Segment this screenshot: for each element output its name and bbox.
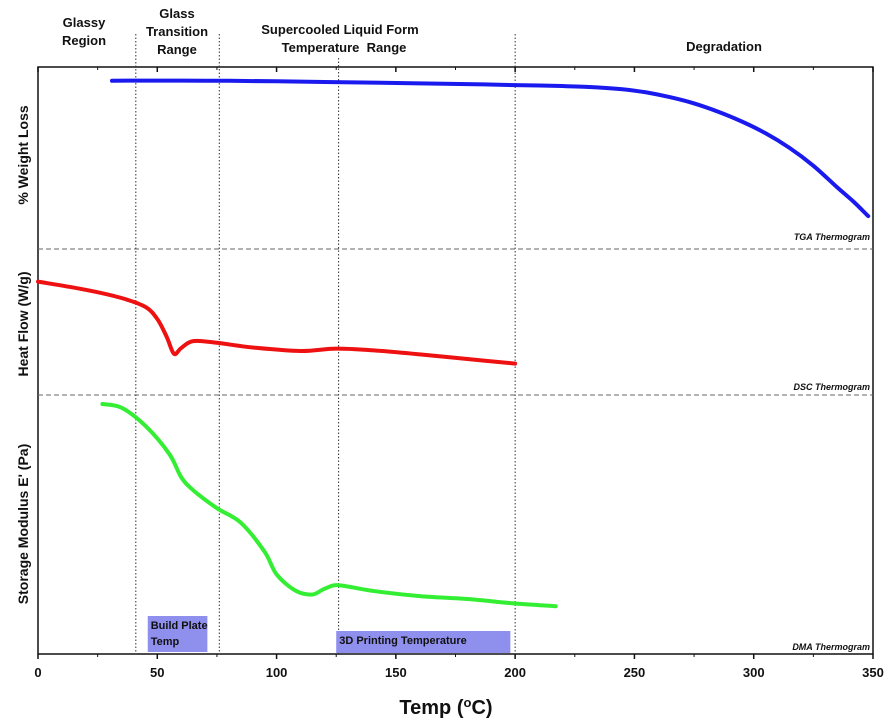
x-tick-label: 50 bbox=[150, 665, 164, 680]
annotation-box-label: Build Plate bbox=[151, 620, 208, 632]
x-tick-label: 150 bbox=[385, 665, 407, 680]
caption-tga: TGA Thermogram bbox=[794, 232, 870, 242]
region-header-line: Transition bbox=[146, 24, 208, 39]
region-header-supercooled: Supercooled Liquid Form Temperature Rang… bbox=[261, 22, 418, 55]
caption-dsc: DSC Thermogram bbox=[793, 382, 870, 392]
region-header-line: Temperature Range bbox=[282, 40, 407, 55]
y-label-dsc: Heat Flow (W/g) bbox=[15, 272, 31, 377]
region-header-line: Range bbox=[157, 42, 197, 57]
plot-frame bbox=[37, 66, 874, 655]
printing-temp-box: 3D Printing Temperature bbox=[336, 631, 511, 653]
x-tick-label: 0 bbox=[34, 665, 41, 680]
dma-curve bbox=[100, 402, 558, 609]
x-axis-ticks: 0 50 100 150 200 250 300 350 bbox=[34, 67, 884, 680]
region-dividers bbox=[135, 34, 516, 654]
x-tick-label: 350 bbox=[862, 665, 884, 680]
data-series bbox=[36, 78, 871, 609]
x-tick-label: 300 bbox=[743, 665, 765, 680]
x-tick-label: 250 bbox=[624, 665, 646, 680]
region-header-glassy: Glassy Region bbox=[62, 15, 106, 48]
region-header-line: Glassy bbox=[63, 15, 106, 30]
caption-dma: DMA Thermogram bbox=[792, 642, 870, 652]
build-plate-temp-box: Build Plate Temp bbox=[147, 616, 208, 652]
annotation-boxes: Build Plate Temp 3D Printing Temperature bbox=[147, 616, 511, 653]
region-header-line: Degradation bbox=[686, 39, 762, 54]
region-header-line: Region bbox=[62, 33, 106, 48]
dsc-curve bbox=[36, 279, 518, 366]
x-tick-label: 200 bbox=[504, 665, 526, 680]
annotation-box-label: Temp bbox=[151, 636, 180, 648]
y-label-dma: Storage Modulus E' (Pa) bbox=[15, 444, 31, 604]
annotation-box-fill bbox=[147, 616, 208, 652]
annotation-box-fill bbox=[336, 631, 511, 653]
tga-curve bbox=[110, 78, 871, 219]
region-header-degradation: Degradation bbox=[686, 39, 762, 54]
annotation-box-label: 3D Printing Temperature bbox=[339, 635, 467, 647]
region-header-glass-transition: Glass Transition Range bbox=[146, 6, 208, 57]
x-axis-title: Temp (oC) bbox=[399, 695, 492, 719]
y-label-tga: % Weight Loss bbox=[15, 105, 31, 205]
region-header-line: Glass bbox=[159, 6, 194, 21]
region-header-line: Supercooled Liquid Form bbox=[261, 22, 418, 37]
x-tick-label: 100 bbox=[266, 665, 288, 680]
